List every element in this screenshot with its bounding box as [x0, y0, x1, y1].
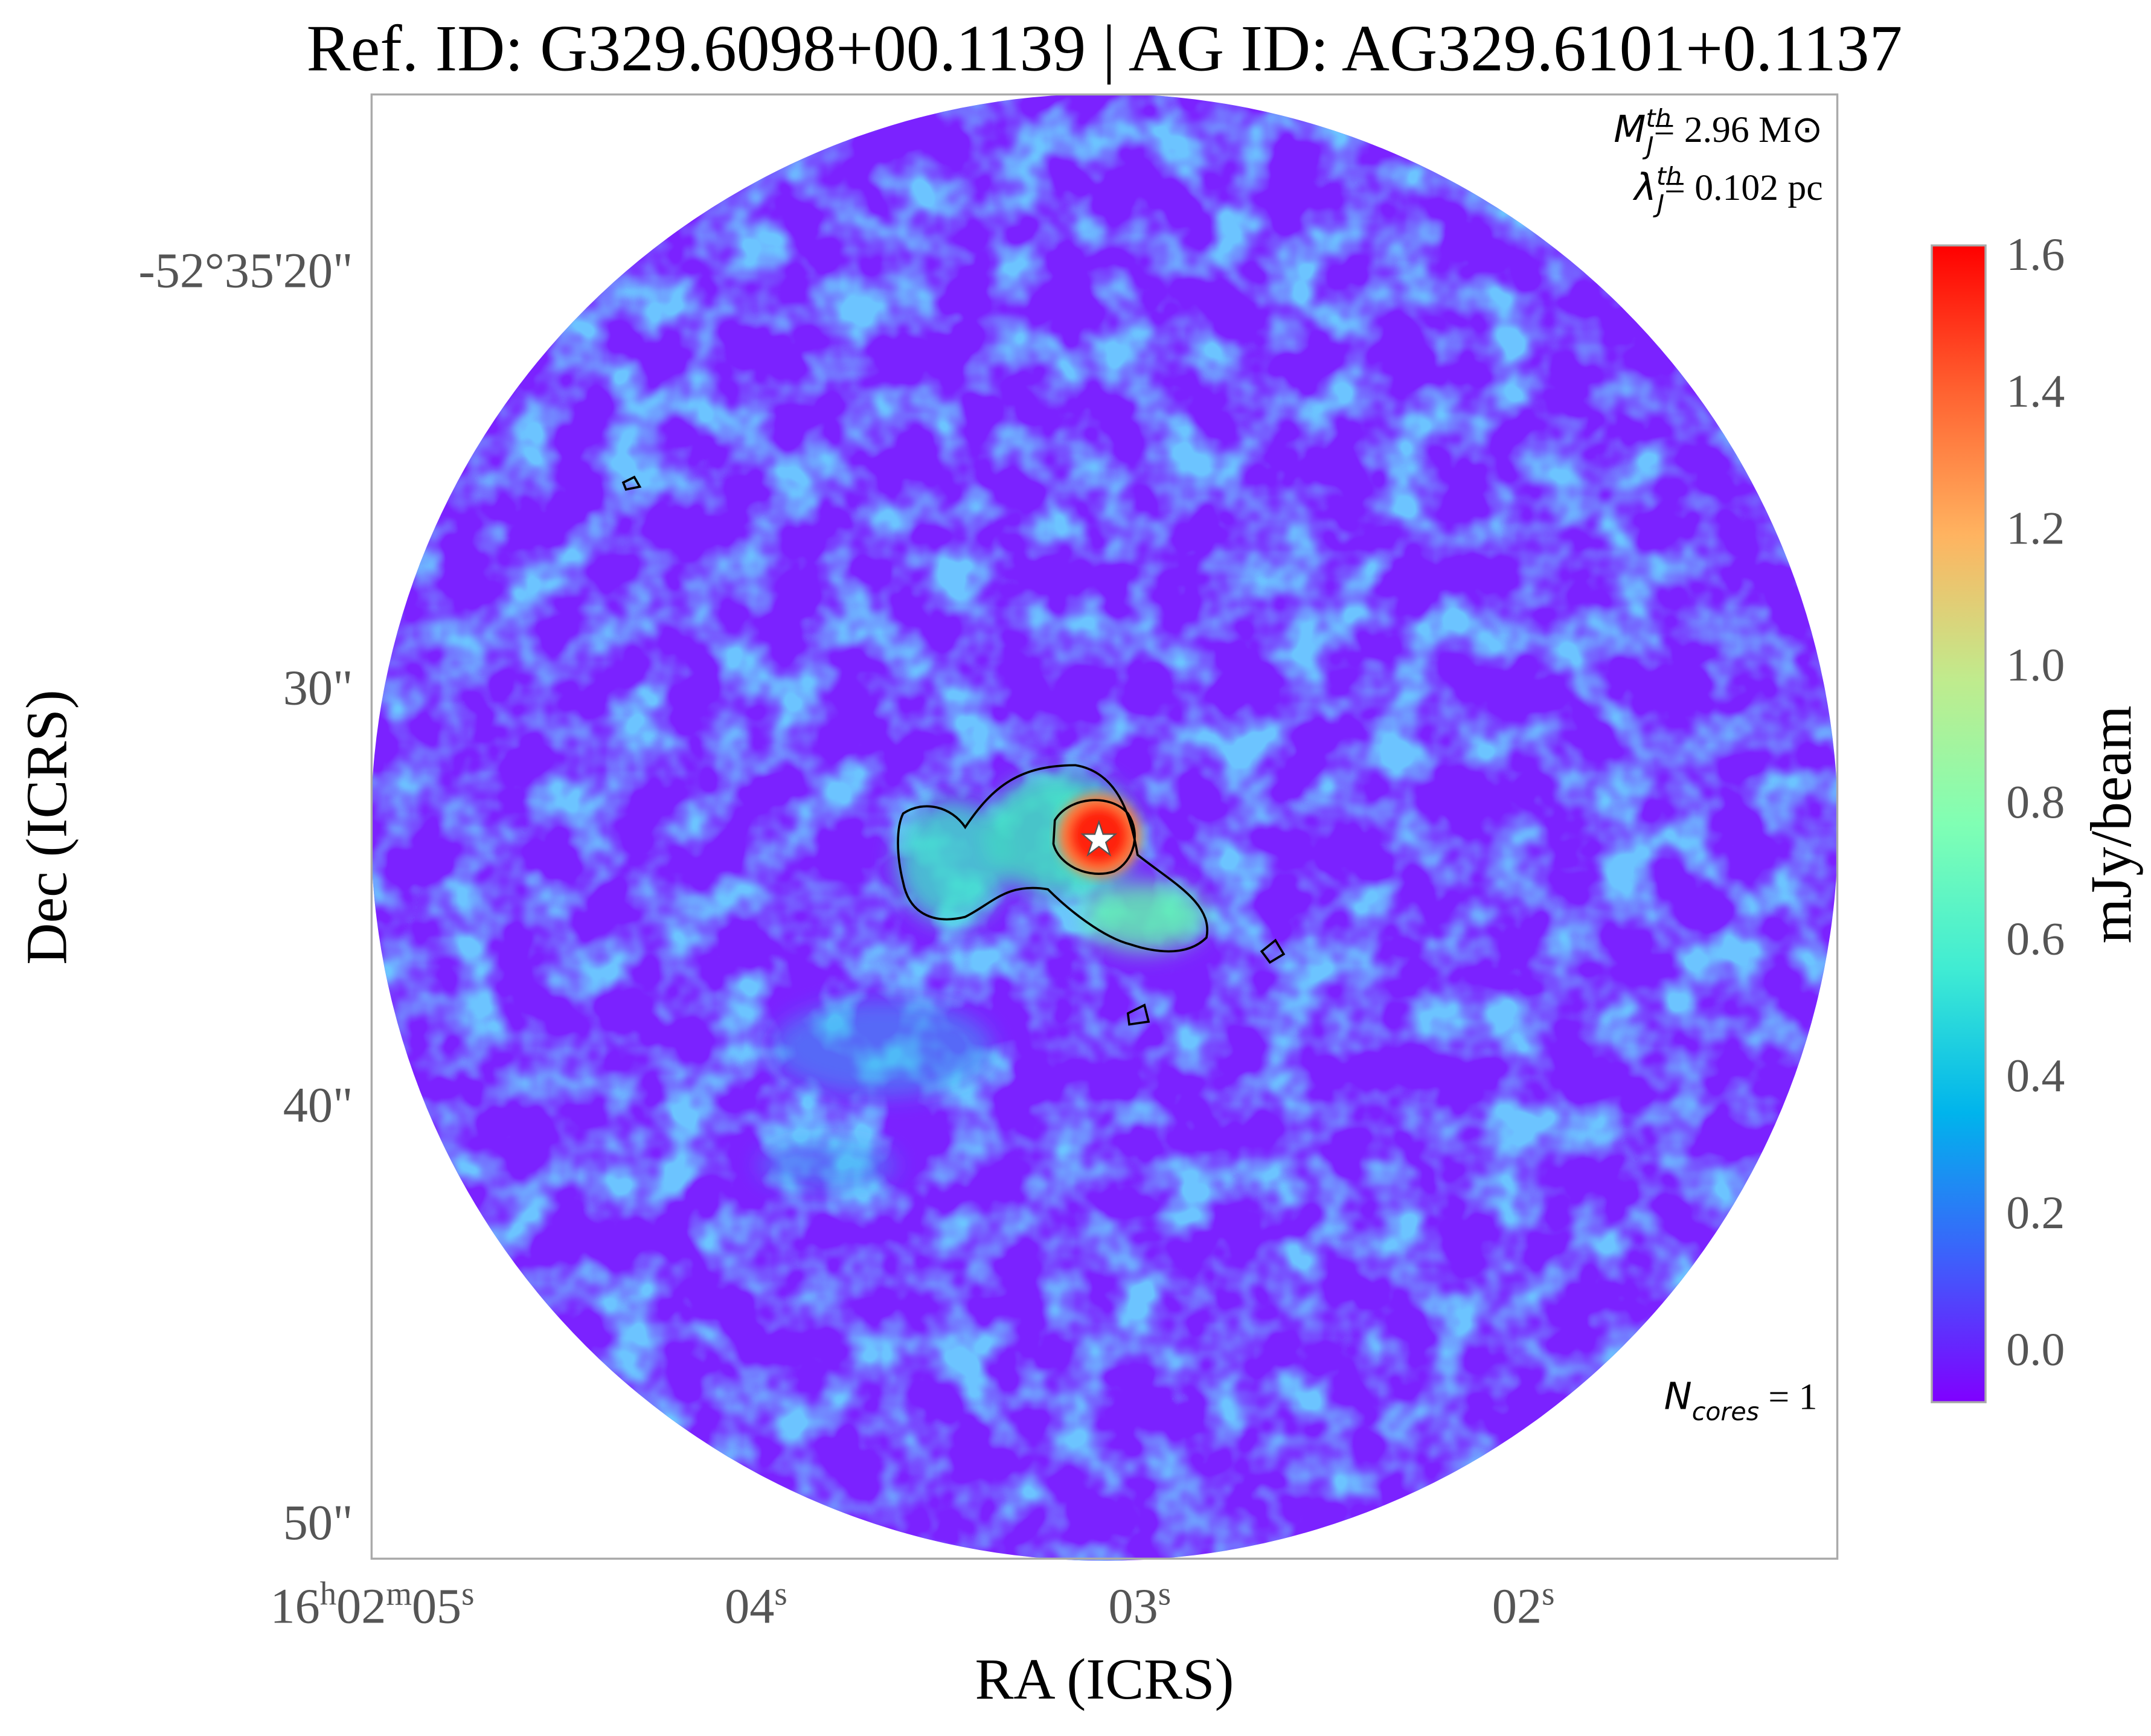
- intensity-map: [371, 94, 1838, 1561]
- annotation-text: = 2.96 M⊙: [1654, 109, 1823, 150]
- annotation-sub: cores: [1692, 1397, 1759, 1426]
- colorbar-tick-label: 1.6: [2006, 228, 2065, 280]
- contours: [621, 475, 1286, 1026]
- colorbar-tick-label: 0.8: [2006, 776, 2065, 828]
- core-count-annotation: Ncores = 1: [1664, 1375, 1818, 1426]
- jeans-mass-annotation: Mth J= 2.96 M⊙: [1614, 104, 1822, 161]
- annotation-text: = 1: [1759, 1377, 1817, 1418]
- annotation-symbol: λ: [1632, 165, 1656, 209]
- core-marker: [1080, 819, 1118, 857]
- jeans-length-annotation: λth J= 0.102 pc: [1632, 162, 1822, 219]
- colorbar-tick-label: 1.0: [2006, 639, 2065, 691]
- colorbar-tick-label: 0.2: [2006, 1187, 2065, 1238]
- annotation-symbol: M: [1614, 107, 1646, 151]
- colorbar-tick-label: 0.0: [2006, 1324, 2065, 1376]
- colorbar-label: mJy/beam: [2079, 705, 2143, 943]
- colorbar-tick-label: 0.6: [2006, 913, 2065, 965]
- annotation-sup: th: [1656, 162, 1682, 191]
- x-axis-label: RA (ICRS): [975, 1647, 1234, 1711]
- annotation-text: = 0.102 pc: [1664, 167, 1822, 208]
- chart-title: Ref. ID: G329.6098+00.1139 | AG ID: AG32…: [307, 11, 1903, 85]
- colorbar-tick-label: 1.2: [2006, 502, 2065, 554]
- x-tick-label: 04s: [725, 1575, 787, 1634]
- x-tick-label: 03s: [1109, 1575, 1172, 1634]
- plot-frame: [370, 93, 1839, 1560]
- x-tick-label: 16h02m05s: [271, 1575, 475, 1634]
- y-tick-label: 30": [283, 661, 353, 716]
- annotation-symbol: N: [1664, 1375, 1692, 1418]
- colorbar-tick-label: 1.4: [2006, 365, 2065, 417]
- x-tick-label: 02s: [1492, 1575, 1555, 1634]
- y-axis-label: Dec (ICRS): [15, 690, 79, 964]
- y-tick-label: -52°35'20": [138, 243, 353, 298]
- annotation-sup: th: [1646, 104, 1671, 133]
- y-tick-label: 40": [283, 1078, 353, 1133]
- colorbar: [1931, 244, 1987, 1403]
- y-tick-label: 50": [283, 1495, 353, 1550]
- colorbar-tick-label: 0.4: [2006, 1049, 2065, 1101]
